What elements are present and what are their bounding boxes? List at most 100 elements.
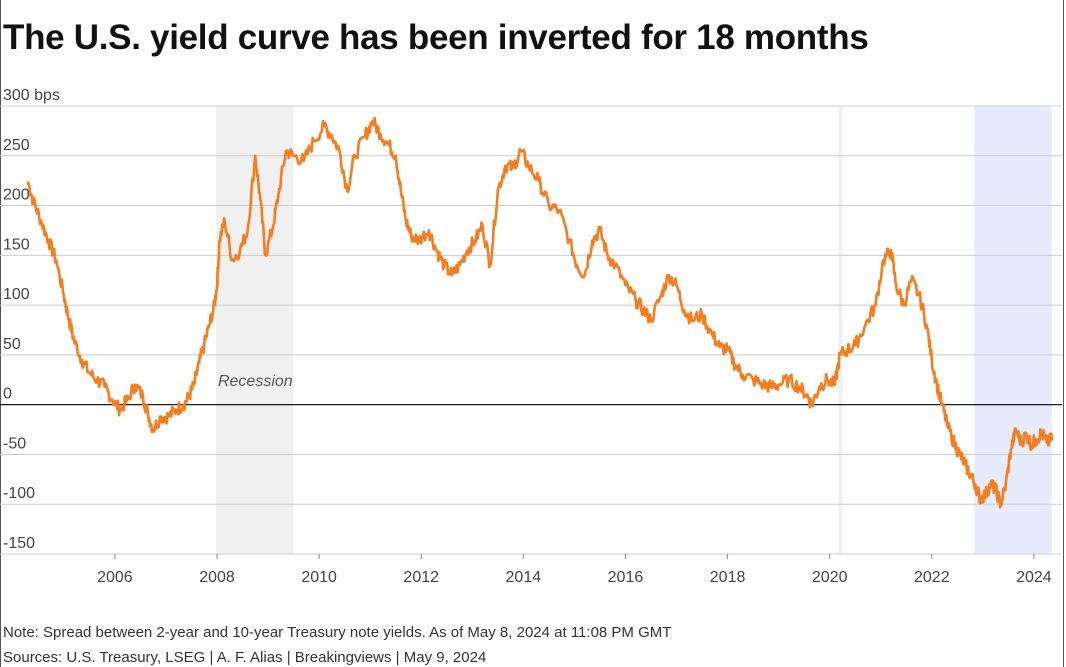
y-axis-labels: 300 bps 250 200 150 100 50 0 -50 -100 -150 (3, 87, 60, 552)
data-point (481, 224, 484, 227)
data-point (394, 154, 397, 157)
data-point (213, 303, 216, 307)
data-point (371, 119, 374, 123)
data-point (583, 274, 586, 277)
data-point (302, 159, 305, 162)
x-tick-label: 2014 (506, 569, 542, 586)
data-point (345, 189, 349, 192)
x-tick-label: 2012 (403, 569, 439, 586)
data-point (963, 463, 967, 466)
chart-note: Note: Spread between 2-year and 10-year … (3, 624, 672, 641)
data-point (31, 199, 35, 202)
data-point (527, 164, 530, 167)
data-point (126, 398, 129, 401)
data-point (134, 383, 137, 386)
data-point (994, 488, 997, 491)
data-point (197, 361, 201, 365)
x-tick-label: 2006 (97, 569, 133, 586)
data-point (1004, 483, 1008, 486)
data-point (519, 149, 522, 152)
chart-title: The U.S. yield curve has been inverted f… (3, 18, 869, 57)
data-point (984, 493, 987, 496)
data-point (62, 293, 66, 297)
data-point (864, 323, 867, 327)
data-point (833, 383, 836, 386)
data-point (284, 149, 288, 152)
data-point (797, 385, 801, 388)
data-point (386, 142, 390, 146)
y-tick-label: 250 (3, 137, 30, 154)
data-point (1045, 441, 1048, 444)
data-point (404, 219, 408, 222)
data-point (889, 249, 893, 252)
data-point (443, 264, 446, 267)
y-tick-label: 0 (3, 386, 12, 403)
data-point (667, 274, 671, 277)
x-axis-labels: 2006 2008 2010 2012 2014 2016 2018 2020 2022 2024 (97, 554, 1052, 586)
data-point (1014, 428, 1018, 431)
y-tick-label: 50 (3, 336, 21, 353)
data-point (231, 259, 234, 262)
data-point (488, 264, 492, 267)
x-tick-label: 2008 (199, 569, 235, 586)
data-point (238, 249, 242, 252)
annotations: Recession (218, 373, 293, 390)
data-point (537, 179, 540, 182)
data-point (473, 239, 477, 242)
x-tick-label: 2022 (914, 569, 950, 586)
data-point (989, 483, 992, 486)
data-point (925, 323, 928, 327)
data-point (338, 149, 341, 152)
data-point (659, 293, 663, 297)
data-point (399, 189, 403, 192)
recession-band (838, 106, 843, 554)
data-point (874, 303, 877, 307)
data-point (363, 134, 367, 138)
data-point (968, 473, 972, 476)
data-point (208, 323, 211, 327)
data-point (1019, 441, 1023, 444)
data-point (67, 318, 71, 322)
data-point (435, 249, 438, 252)
data-point (557, 209, 561, 212)
data-point (838, 353, 842, 357)
data-point (726, 348, 729, 352)
data-point (787, 378, 791, 381)
data-point (427, 229, 431, 232)
data-point (777, 383, 780, 386)
data-point (825, 378, 829, 381)
data-point (496, 189, 500, 192)
data-point (1025, 433, 1028, 436)
data-point (762, 383, 765, 386)
shaded-periods (215, 106, 1052, 554)
data-point (167, 415, 170, 418)
data-point (312, 139, 316, 143)
y-tick-label: 100 (3, 286, 30, 303)
data-point (47, 239, 50, 242)
y-tick-label: 150 (3, 236, 30, 253)
data-point (917, 293, 921, 297)
data-point (634, 298, 637, 302)
data-point (246, 229, 249, 232)
data-point (935, 383, 939, 386)
data-point (945, 423, 949, 426)
data-point (846, 348, 849, 352)
data-point (575, 264, 579, 267)
data-point (323, 124, 326, 128)
data-point (26, 181, 30, 184)
data-point (511, 166, 515, 169)
data-point (805, 393, 808, 396)
data-point (277, 194, 280, 197)
data-point (353, 154, 357, 157)
data-point (203, 343, 206, 347)
data-point (734, 363, 737, 367)
x-tick-label: 2020 (812, 569, 848, 586)
data-point (1009, 448, 1013, 451)
data-point (39, 219, 43, 222)
data-point (818, 385, 821, 388)
data-point (902, 303, 905, 307)
chart-source: Sources: U.S. Treasury, LSEG | A. F. Ali… (3, 649, 487, 666)
x-tick-label: 2024 (1016, 569, 1052, 586)
data-point (606, 254, 609, 257)
